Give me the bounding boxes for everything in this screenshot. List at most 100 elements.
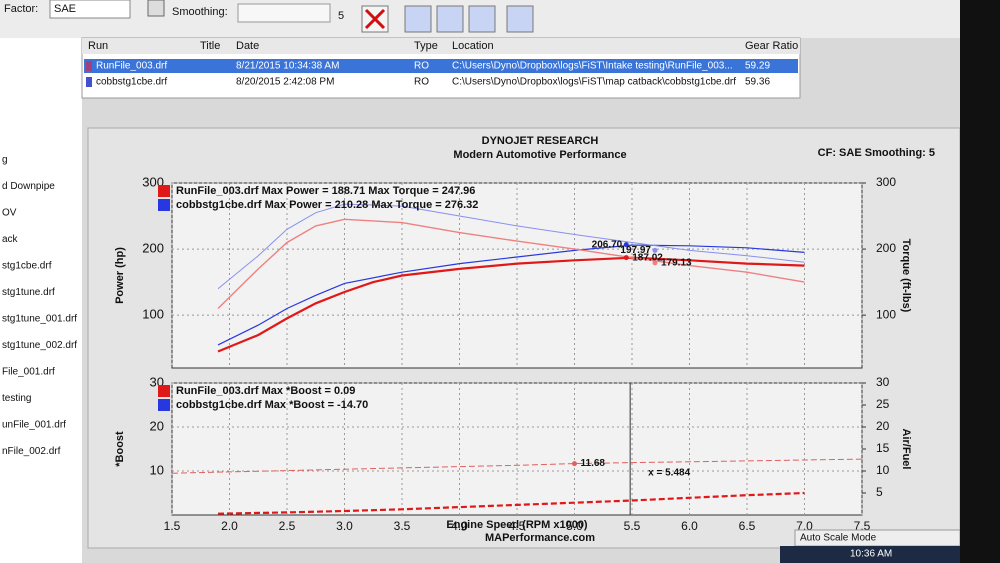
x-tick-label: 4.5 [509, 519, 526, 533]
annotation-label: 206.70 [592, 239, 623, 250]
sidebar-item[interactable]: stg1tune_002.drf [2, 340, 77, 351]
y2-tick-label: 100 [876, 307, 896, 321]
y2-tick-label: 15 [876, 441, 890, 455]
data-line [217, 256, 805, 353]
x-tick-label: 5.5 [624, 519, 641, 533]
x-tick-label: 3.0 [336, 519, 353, 533]
sidebar-list: g d Downpipe OV ack stg1cbe.drf stg1tune.drf s… [2, 155, 77, 458]
table-cell[interactable]: RO [414, 77, 429, 88]
annotation-label: 11.68 [581, 458, 606, 469]
taskbar [780, 546, 960, 563]
table-cell[interactable]: cobbstg1cbe.drf [96, 77, 167, 88]
table-cell[interactable]: RunFile_003.drf [96, 61, 167, 72]
table-cell[interactable]: 59.29 [745, 61, 770, 72]
x-tick-label: 1.5 [164, 519, 181, 533]
y2-tick-label: 200 [876, 241, 896, 255]
y-tick-label: 100 [142, 307, 164, 322]
sidebar-item[interactable]: stg1cbe.drf [2, 261, 52, 272]
y2-axis-label: Air/Fuel [900, 429, 912, 470]
table-cell[interactable]: 59.36 [745, 77, 770, 88]
table-cell[interactable]: C:\Users\Dyno\Dropbox\logs\FiST\map catb… [452, 77, 736, 88]
column-header[interactable]: Run [88, 40, 108, 52]
table-cell[interactable]: 8/20/2015 2:42:08 PM [236, 77, 334, 88]
report-title: DYNOJET RESEARCH [482, 135, 599, 147]
legend-label: RunFile_003.drf Max Power = 188.71 Max T… [176, 185, 475, 197]
table-cell[interactable]: RO [414, 61, 429, 72]
column-header[interactable]: Date [236, 40, 259, 52]
x-tick-label: 5.0 [566, 519, 583, 533]
annotation-label: 187.02 [632, 252, 663, 263]
sidebar-item[interactable]: File_001.drf [2, 367, 55, 378]
smoothing-value: 5 [338, 10, 344, 22]
monitor-bezel [960, 0, 1000, 563]
table-cell[interactable]: 8/21/2015 10:34:38 AM [236, 61, 339, 72]
y2-tick-label: 300 [876, 175, 896, 189]
cursor-button[interactable] [468, 5, 496, 33]
clock: 10:36 AM [850, 549, 892, 560]
table-header [82, 38, 800, 54]
y-tick-label: 10 [150, 462, 164, 477]
sidebar-item[interactable]: ack [2, 234, 19, 245]
x-tick-label: 6.0 [681, 519, 698, 533]
legend-swatch [158, 185, 170, 197]
move-button[interactable] [506, 5, 534, 33]
factor-value: SAE [54, 3, 76, 15]
x-tick-label: 2.5 [279, 519, 296, 533]
column-header[interactable]: Location [452, 40, 494, 52]
legend-swatch [158, 399, 170, 411]
file-table-body: Run Title Date Type Location Gear Ratio RunFil… [84, 40, 798, 88]
clear-icon [364, 8, 386, 30]
legend-label: cobbstg1cbe.drf Max Power = 210.28 Max T… [176, 199, 478, 211]
annotation-marker [623, 255, 629, 261]
sidebar-item[interactable]: stg1tune_001.drf [2, 314, 77, 325]
column-header[interactable]: Type [414, 40, 438, 52]
factor-select[interactable] [49, 0, 131, 19]
legend-swatch [158, 199, 170, 211]
sidebar-item[interactable]: OV [2, 208, 17, 219]
smoothing-slider[interactable] [237, 3, 331, 23]
column-header[interactable]: Title [200, 40, 220, 52]
sidebar-item[interactable]: nFile_002.drf [2, 446, 61, 457]
legend-swatch [158, 385, 170, 397]
x-tick-label: 3.5 [394, 519, 411, 533]
sidebar-item[interactable]: unFile_001.drf [2, 420, 66, 431]
pan-button[interactable] [436, 5, 464, 33]
y-tick-label: 20 [150, 418, 164, 433]
sidebar [0, 38, 82, 563]
annotation-label: 179.13 [661, 258, 692, 269]
x-axis-label: Engine Speed (RPM x1000) [446, 519, 588, 531]
legend-label: cobbstg1cbe.drf Max *Boost = -14.70 [176, 399, 368, 411]
dropdown-button[interactable] [147, 0, 165, 17]
annotation-marker [652, 260, 658, 266]
tool-icons [361, 5, 534, 33]
cursor-label: x = 5.484 [648, 468, 690, 479]
annotation-marker [623, 242, 629, 248]
y-axis-label: *Boost [114, 431, 126, 467]
data-line [171, 458, 863, 474]
report-subtitle: Modern Automotive Performance [453, 149, 626, 161]
data-line [217, 491, 805, 515]
report-footer: MAPerformance.com [485, 532, 595, 544]
sidebar-item[interactable]: d Downpipe [2, 181, 55, 192]
zoom-button[interactable] [404, 5, 432, 33]
data-line [217, 218, 805, 309]
column-header[interactable]: Gear Ratio [745, 40, 798, 52]
sidebar-item[interactable]: stg1tune.drf [2, 287, 55, 298]
x-tick-label: 2.0 [221, 519, 238, 533]
data-line [217, 244, 805, 346]
table-cell[interactable]: C:\Users\Dyno\Dropbox\logs\FiST\Intake t… [452, 61, 733, 72]
report-settings: CF: SAE Smoothing: 5 [818, 147, 935, 159]
run-color-swatch [86, 77, 92, 87]
annotation-marker [652, 247, 658, 253]
annotation-marker [572, 461, 577, 467]
sidebar-item[interactable]: testing [2, 393, 31, 404]
legend-label: RunFile_003.drf Max *Boost = 0.09 [176, 385, 355, 397]
status-mode: Auto Scale Mode [800, 533, 877, 544]
y2-tick-label: 25 [876, 397, 890, 411]
run-color-swatch [86, 61, 92, 71]
factor-label: Factor: [4, 3, 38, 15]
sidebar-item[interactable]: g [2, 155, 8, 166]
